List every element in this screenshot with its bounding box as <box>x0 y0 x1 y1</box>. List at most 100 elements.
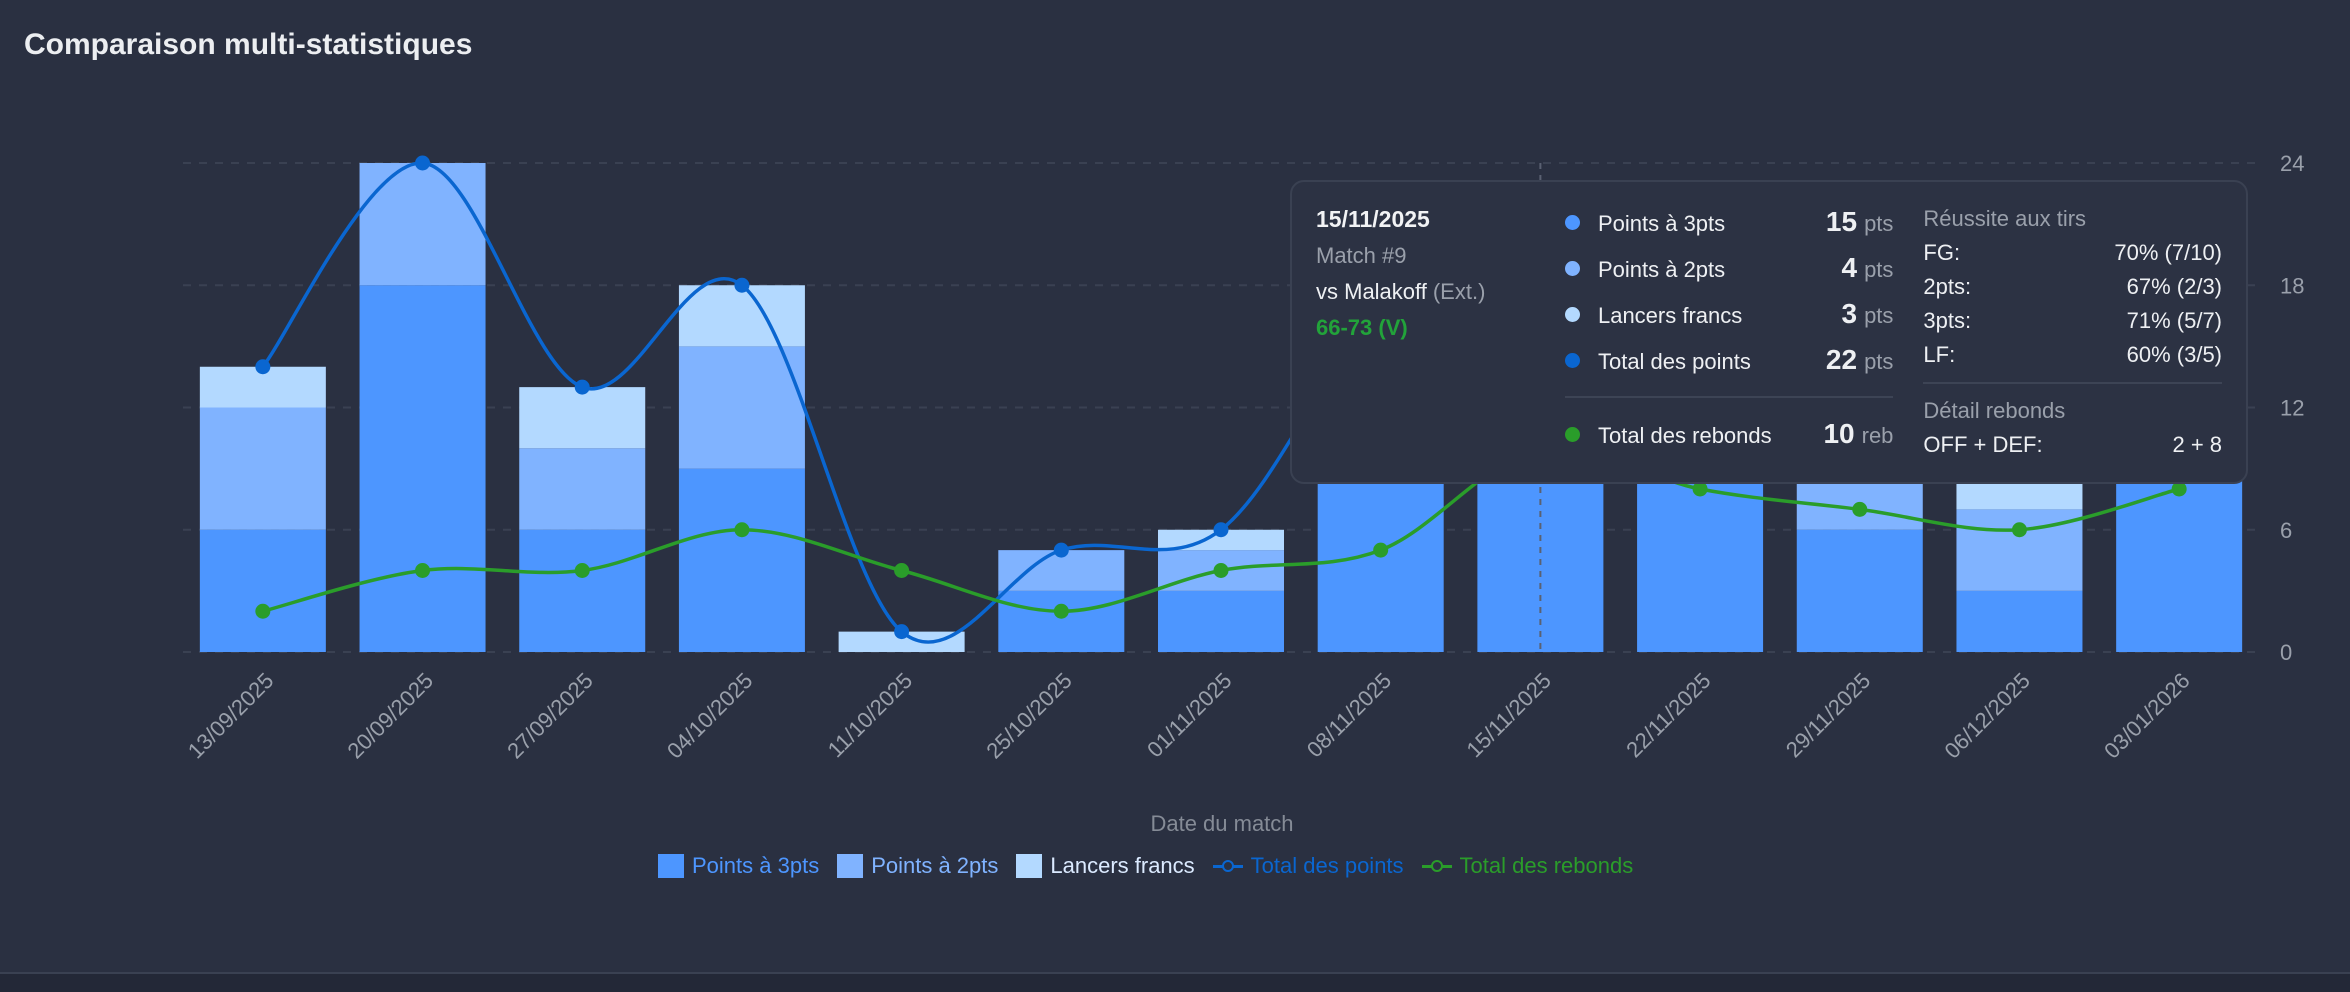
point-rebounds <box>1213 563 1229 578</box>
tooltip-row-lf: Lancers francs 3 pts <box>1564 298 1894 330</box>
point-total-points <box>415 155 431 171</box>
bar-segment-lf <box>838 631 965 652</box>
row-unit: pts <box>1864 211 1894 236</box>
point-total-points <box>1213 522 1229 538</box>
kv-value: 2 + 8 <box>2172 432 2223 457</box>
x-tick-label: 27/09/2025 <box>502 668 598 764</box>
bar-segment-3pts <box>1637 468 1764 652</box>
bar-segment-3pts <box>678 468 805 652</box>
point-rebounds <box>2171 481 2187 497</box>
legend: Points à 3pts Points à 2pts Lancers fran… <box>658 853 1633 879</box>
y-tick-label: 12 <box>2280 396 2304 421</box>
y-tick-label: 0 <box>2280 640 2292 665</box>
tooltip-row-2pts: Points à 2pts 4 pts <box>1564 252 1894 284</box>
x-tick-label: 01/11/2025 <box>1142 668 1236 762</box>
tooltip-shooting: Réussite aux tirs FG: 70% (7/10) 2pts: 67%… <box>1923 206 2223 458</box>
tooltip-date: 15/11/2025 <box>1316 206 1430 232</box>
x-tick-label: 03/01/2026 <box>2099 668 2195 764</box>
divider <box>1564 396 1894 398</box>
bar-segment-3pts <box>359 285 486 652</box>
shooting-row-3pts: 3pts: 71% (5/7) <box>1923 308 2222 334</box>
tooltip-opponent: vs Malakoff (Ext.) <box>1316 279 1535 305</box>
legend-item-lf[interactable]: Lancers francs <box>1016 853 1195 879</box>
series-dot-icon <box>1564 426 1580 442</box>
series-dot-icon <box>1564 260 1580 276</box>
legend-item-rebounds[interactable]: Total des rebonds <box>1421 853 1634 879</box>
row-value: 15 <box>1825 206 1858 237</box>
kv-value: 70% (7/10) <box>2114 240 2223 265</box>
kv-label: OFF + DEF: <box>1923 432 2043 457</box>
y-tick-label: 6 <box>2280 518 2292 543</box>
row-unit: pts <box>1864 303 1894 328</box>
kv-value: 71% (5/7) <box>2126 308 2223 333</box>
bar-segment-3pts <box>1158 590 1284 652</box>
bar-segment-3pts <box>519 529 646 652</box>
point-rebounds <box>1692 481 1708 497</box>
row-label: Total des rebonds <box>1597 423 1772 448</box>
row-label: Points à 3pts <box>1597 211 1726 236</box>
row-label: Total des points <box>1597 349 1751 374</box>
point-rebounds <box>1373 542 1389 558</box>
shooting-row-2pts: 2pts: 67% (2/3) <box>1923 274 2222 300</box>
bar-segment-2pts <box>359 163 486 286</box>
tooltip-points: Points à 3pts 15 pts Points à 2pts 4 pts Lan… <box>1564 206 1894 458</box>
point-total-points <box>1053 542 1069 558</box>
divider <box>1923 382 2223 384</box>
tooltip-match-number: Match #9 <box>1316 243 1407 268</box>
legend-swatch <box>837 854 864 878</box>
legend-item-3pts[interactable]: Points à 3pts <box>658 853 819 879</box>
x-tick-label: 04/10/2025 <box>662 668 758 764</box>
row-label: Lancers francs <box>1597 303 1743 328</box>
bar-segment-lf <box>519 387 646 449</box>
opponent-name: vs Malakoff <box>1316 279 1427 304</box>
chart-tooltip: 15/11/2025 Match #9 vs Malakoff (Ext.) 66… <box>1290 180 2248 484</box>
legend-label: Points à 2pts <box>871 853 999 878</box>
y-tick-label: 24 <box>2280 151 2304 176</box>
legend-label: Total des rebonds <box>1459 853 1634 878</box>
legend-item-2pts[interactable]: Points à 2pts <box>837 853 998 879</box>
bar-segment-2pts <box>519 448 646 530</box>
bottom-divider <box>0 972 2350 992</box>
tooltip-score: 66-73 (V) <box>1316 315 1408 340</box>
kv-value: 60% (3/5) <box>2126 342 2223 367</box>
tooltip-header: 15/11/2025 Match #9 vs Malakoff (Ext.) 66… <box>1316 206 1535 458</box>
legend-label: Points à 3pts <box>692 853 820 878</box>
x-tick-label: 06/12/2025 <box>1939 668 2035 764</box>
x-tick-label: 22/11/2025 <box>1621 668 1715 762</box>
y-tick-label: 18 <box>2280 273 2304 298</box>
shooting-title: Réussite aux tirs <box>1923 206 2087 231</box>
rebound-detail-title: Détail rebonds <box>1923 398 2066 423</box>
point-total-points <box>894 624 910 640</box>
kv-label: 3pts: <box>1923 308 1972 333</box>
bar-segment-3pts <box>199 529 326 652</box>
legend-label: Lancers francs <box>1050 853 1195 878</box>
row-unit: pts <box>1864 257 1894 282</box>
point-rebounds <box>1852 501 1868 517</box>
x-axis-title: Date du match <box>1150 811 1293 836</box>
x-tick-label: 25/10/2025 <box>981 668 1077 764</box>
series-dot-icon <box>1564 306 1580 322</box>
row-value: 3 <box>1841 298 1858 329</box>
x-tick-label: 11/10/2025 <box>823 668 917 762</box>
row-label: Points à 2pts <box>1597 257 1726 282</box>
point-rebounds <box>415 563 431 578</box>
point-total-points <box>734 277 750 293</box>
bar-segment-3pts <box>1956 590 2083 652</box>
chart-title: Comparaison multi-statistiques <box>24 28 473 61</box>
point-rebounds <box>574 563 590 578</box>
bar-segment-3pts <box>1796 529 1923 652</box>
point-total-points <box>574 379 590 395</box>
kv-label: 2pts: <box>1923 274 1972 299</box>
bar-segment-2pts <box>678 346 805 469</box>
rebound-detail-row: OFF + DEF: 2 + 8 <box>1923 432 2222 458</box>
kv-value: 67% (2/3) <box>2126 274 2223 299</box>
row-value: 22 <box>1825 344 1858 375</box>
shooting-row-fg: FG: 70% (7/10) <box>1923 240 2222 266</box>
legend-line-icon <box>1421 860 1452 872</box>
point-rebounds <box>1053 603 1069 619</box>
kv-label: LF: <box>1923 342 1956 367</box>
legend-line-icon <box>1212 860 1243 872</box>
x-tick-label: 20/09/2025 <box>343 668 439 764</box>
legend-item-total[interactable]: Total des points <box>1212 853 1404 879</box>
